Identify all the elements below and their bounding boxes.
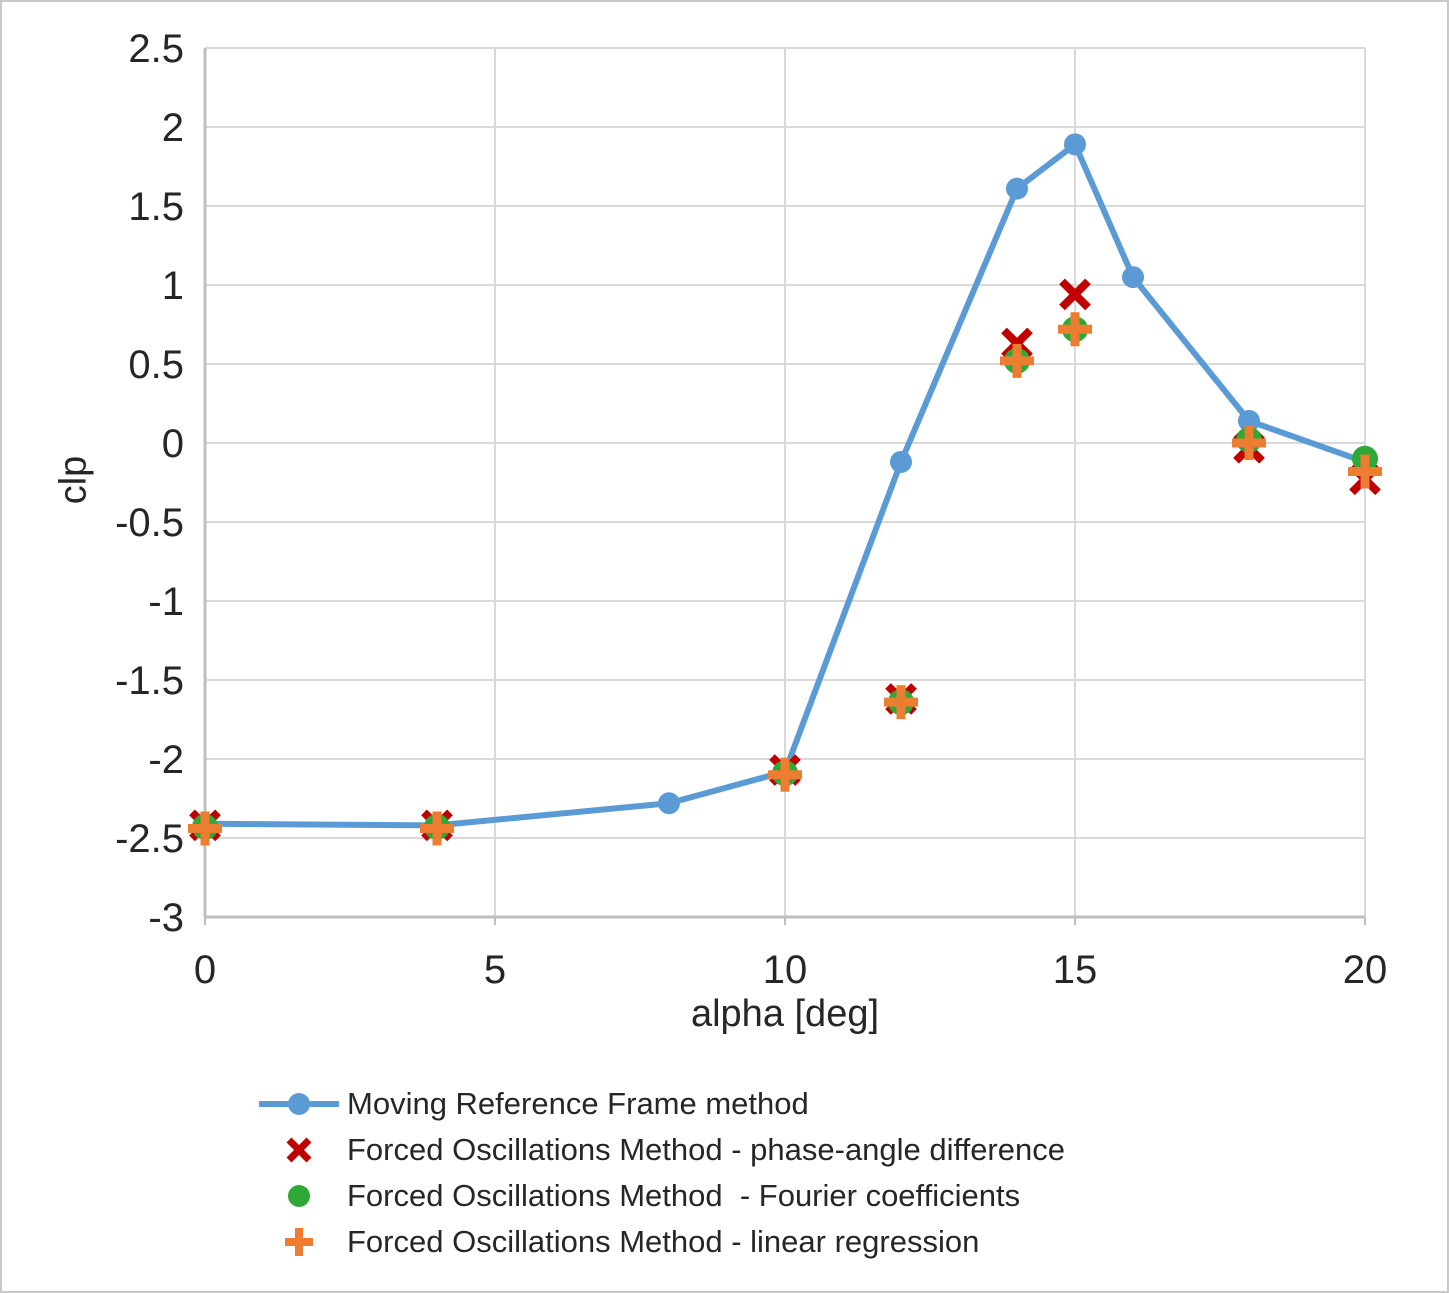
line-circle-marker-icon bbox=[258, 1089, 340, 1119]
x-tick-label: 10 bbox=[763, 948, 808, 992]
data-point bbox=[890, 450, 912, 473]
y-tick-label: -2 bbox=[148, 738, 184, 782]
data-point bbox=[1122, 266, 1144, 289]
y-tick-label: -2.5 bbox=[115, 817, 184, 861]
legend: Moving Reference Frame method Forced Osc… bbox=[258, 1081, 1065, 1265]
y-tick-label: 1 bbox=[162, 264, 184, 308]
y-tick-label: -3 bbox=[148, 896, 184, 940]
y-tick-label: -1 bbox=[148, 580, 184, 624]
data-point bbox=[1006, 177, 1028, 200]
y-axis-title: clp bbox=[52, 455, 95, 505]
legend-item-mrf: Moving Reference Frame method bbox=[258, 1081, 1065, 1127]
x-marker-icon bbox=[258, 1135, 340, 1165]
data-point bbox=[1059, 278, 1091, 311]
legend-item-linear-regression: Forced Oscillations Method - linear regr… bbox=[258, 1219, 1065, 1265]
y-tick-label: 0.5 bbox=[128, 343, 184, 387]
y-tick-label: 1.5 bbox=[128, 185, 184, 229]
x-tick-label: 15 bbox=[1053, 948, 1098, 992]
data-point bbox=[1064, 133, 1086, 156]
legend-label: Forced Oscillations Method - Fourier coe… bbox=[347, 1178, 1021, 1213]
legend-item-phase-angle: Forced Oscillations Method - phase-angle… bbox=[258, 1127, 1065, 1173]
plus-marker-icon bbox=[258, 1227, 340, 1257]
x-tick-label: 0 bbox=[194, 948, 216, 992]
plot-area: 2.521.510.50-0.5-1-1.5-2-2.5-30 5 10 15 20 bbox=[115, 27, 1387, 992]
x-axis-title: alpha [deg] bbox=[690, 993, 880, 1035]
data-point bbox=[658, 792, 680, 815]
x-tick-label: 20 bbox=[1343, 948, 1388, 992]
legend-label: Moving Reference Frame method bbox=[347, 1086, 809, 1121]
legend-label: Forced Oscillations Method - linear regr… bbox=[347, 1224, 980, 1259]
tick-labels: 2.521.510.50-0.5-1-1.5-2-2.5-30 5 10 15 20 bbox=[115, 27, 1387, 992]
y-tick-label: -1.5 bbox=[115, 659, 184, 703]
data-point bbox=[1238, 409, 1260, 432]
series-line bbox=[204, 141, 1367, 829]
legend-label: Forced Oscillations Method - phase-angle… bbox=[347, 1132, 1065, 1167]
x-tick-label: 5 bbox=[484, 948, 506, 992]
dot-marker-icon bbox=[258, 1181, 340, 1211]
legend-item-fourier: Forced Oscillations Method - Fourier coe… bbox=[258, 1173, 1065, 1219]
series-3 bbox=[188, 312, 1382, 846]
y-tick-label: 2 bbox=[162, 106, 184, 150]
y-tick-label: 2.5 bbox=[128, 27, 184, 71]
y-tick-label: 0 bbox=[162, 422, 184, 466]
y-tick-label: -0.5 bbox=[115, 501, 184, 545]
axes bbox=[203, 48, 1366, 925]
